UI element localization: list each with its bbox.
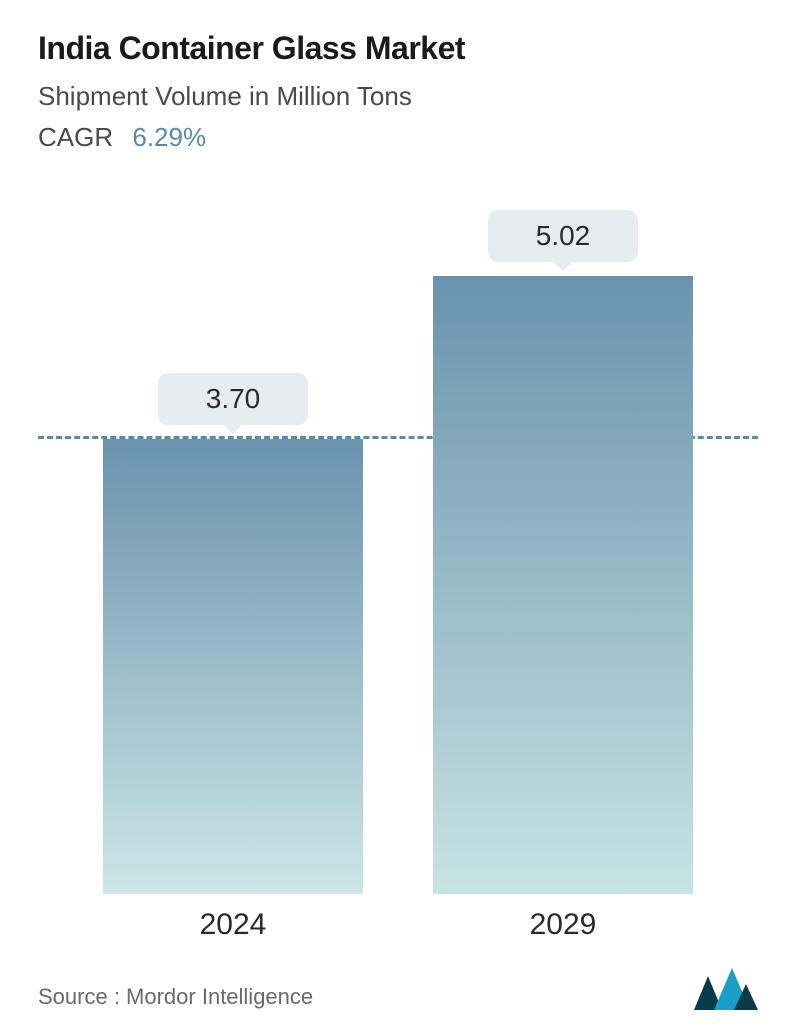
brand-logo-icon (694, 968, 758, 1010)
source-text: Source : Mordor Intelligence (38, 984, 313, 1010)
value-pill: 3.70 (158, 373, 308, 425)
bar-group: 5.02 (433, 210, 693, 894)
chart-container: India Container Glass Market Shipment Vo… (0, 0, 796, 1034)
footer: Source : Mordor Intelligence (38, 960, 758, 1010)
bar (103, 439, 363, 894)
cagr-label: CAGR (38, 122, 113, 152)
plot-region: 3.70 5.02 (38, 183, 758, 894)
x-axis-label: 2029 (433, 908, 693, 942)
bar (433, 276, 693, 894)
x-axis-label: 2024 (103, 908, 363, 942)
cagr-row: CAGR 6.29% (38, 122, 758, 153)
chart-area: 3.70 5.02 2024 2029 (38, 183, 758, 948)
value-pill: 5.02 (488, 210, 638, 262)
cagr-value: 6.29% (132, 122, 206, 152)
bar-group: 3.70 (103, 373, 363, 894)
chart-title: India Container Glass Market (38, 30, 758, 67)
chart-subtitle: Shipment Volume in Million Tons (38, 81, 758, 112)
x-axis-labels: 2024 2029 (38, 894, 758, 948)
